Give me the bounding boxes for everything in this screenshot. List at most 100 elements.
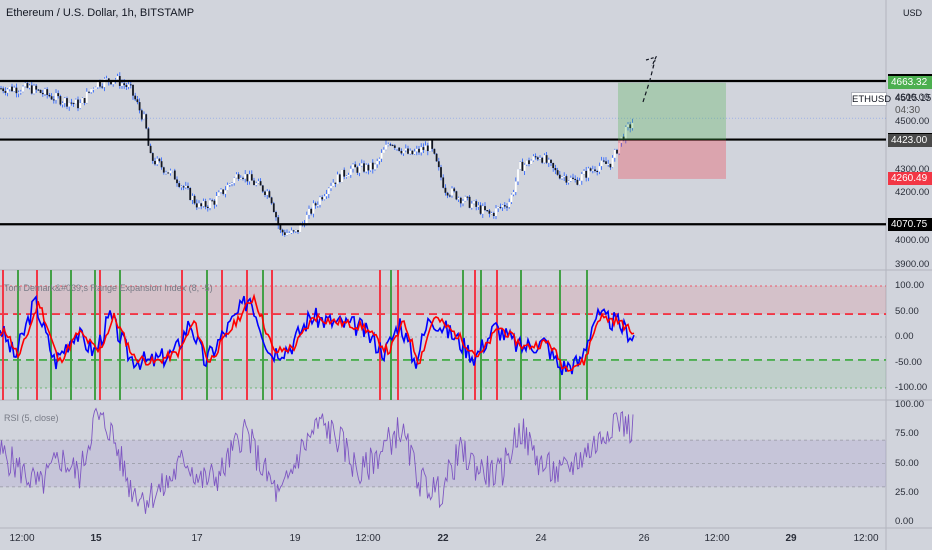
candle-body bbox=[116, 76, 119, 80]
candle-body bbox=[488, 210, 491, 214]
candle-body bbox=[226, 184, 229, 191]
candle-body bbox=[572, 177, 574, 179]
candle-body bbox=[184, 185, 187, 188]
candle-body bbox=[101, 86, 104, 88]
rsi-axis-tick: 100.00 bbox=[895, 399, 925, 410]
candle-body bbox=[37, 89, 40, 91]
candle-body bbox=[171, 170, 174, 172]
candle-body bbox=[162, 167, 165, 173]
candle-body bbox=[81, 98, 84, 104]
candle-body bbox=[415, 148, 418, 152]
candle-body bbox=[569, 177, 572, 182]
candle-body bbox=[334, 182, 337, 184]
candle-body bbox=[552, 162, 555, 169]
rei-axis-tick: 100.00 bbox=[895, 280, 925, 291]
candle-body bbox=[338, 174, 341, 182]
candle-body bbox=[19, 91, 22, 93]
candle-body bbox=[468, 196, 471, 208]
candle-body bbox=[259, 181, 262, 186]
candle-body bbox=[561, 176, 563, 179]
candle-body bbox=[490, 212, 493, 214]
candle-body bbox=[545, 155, 548, 163]
candle-body bbox=[319, 197, 321, 205]
candle-body bbox=[72, 103, 75, 105]
candle-body bbox=[255, 183, 258, 186]
candle-body bbox=[589, 168, 592, 171]
candle-body bbox=[378, 158, 381, 162]
candle-body bbox=[279, 225, 282, 230]
candle-body bbox=[297, 230, 299, 232]
candle-body bbox=[63, 98, 66, 104]
candle-body bbox=[385, 144, 387, 150]
candle-body bbox=[534, 156, 537, 158]
candle-body bbox=[191, 195, 194, 200]
candle-body bbox=[143, 114, 145, 120]
price-axis-tick: 4600.00 bbox=[895, 91, 930, 103]
time-axis-tick: 12:00 bbox=[355, 533, 381, 544]
candle-body bbox=[127, 84, 130, 87]
candle-body bbox=[407, 148, 409, 154]
candle-body bbox=[609, 163, 612, 168]
rei-indicator-label[interactable]: Tom Demark&#039;s Range Expansion Index … bbox=[4, 283, 213, 293]
candle-body bbox=[310, 208, 313, 214]
time-axis-tick: 17 bbox=[191, 533, 203, 544]
candle-body bbox=[294, 230, 297, 232]
candle-body bbox=[440, 167, 442, 178]
time-axis-tick: 12:00 bbox=[853, 533, 879, 544]
candle-body bbox=[59, 96, 62, 105]
candle-body bbox=[477, 205, 480, 207]
candle-body bbox=[286, 233, 288, 235]
candle-body bbox=[354, 164, 357, 168]
candle-body bbox=[74, 99, 77, 104]
candle-body bbox=[145, 114, 148, 129]
candle-body bbox=[290, 230, 293, 234]
candle-body bbox=[13, 87, 16, 92]
time-axis-tick: 15 bbox=[90, 533, 102, 544]
candle-body bbox=[433, 148, 436, 154]
candle-body bbox=[492, 212, 495, 217]
candle-body bbox=[248, 174, 251, 182]
candle-body bbox=[22, 86, 24, 92]
candle-body bbox=[437, 161, 440, 168]
candle-body bbox=[396, 147, 398, 149]
candle-body bbox=[466, 196, 469, 198]
candle-body bbox=[475, 201, 478, 207]
currency-label: USD bbox=[903, 8, 923, 18]
rsi-line bbox=[0, 407, 634, 514]
price-tag-stop: 4260.49 bbox=[888, 172, 932, 186]
candle-body bbox=[134, 95, 137, 100]
price-tag-support: 4070.75 bbox=[888, 217, 932, 231]
candle-body bbox=[233, 177, 236, 184]
projection-arrow bbox=[642, 59, 656, 103]
candle-body bbox=[180, 186, 183, 188]
candle-body bbox=[558, 174, 561, 179]
candle-body bbox=[277, 217, 280, 226]
rsi-indicator-label[interactable]: RSI (5, close) bbox=[4, 413, 59, 423]
rsi-axis-tick: 50.00 bbox=[895, 457, 919, 469]
candle-body bbox=[66, 98, 68, 107]
time-axis-tick: 22 bbox=[437, 533, 449, 544]
candle-body bbox=[539, 157, 541, 160]
rsi-axis-tick: 75.00 bbox=[895, 428, 919, 440]
projection-arrowhead bbox=[645, 56, 658, 67]
candle-body bbox=[363, 163, 365, 172]
candle-body bbox=[253, 180, 255, 186]
candle-body bbox=[176, 179, 178, 184]
candle-body bbox=[563, 176, 566, 178]
candle-body bbox=[497, 206, 500, 209]
candle-body bbox=[242, 177, 244, 179]
candle-body bbox=[178, 183, 181, 187]
candle-body bbox=[578, 180, 581, 185]
candle-body bbox=[70, 102, 73, 104]
candle-body bbox=[541, 157, 544, 163]
candle-body bbox=[121, 83, 123, 86]
candle-body bbox=[422, 147, 425, 150]
candle-body bbox=[33, 85, 35, 94]
rei-axis-tick: -50.00 bbox=[895, 356, 922, 368]
candle-body bbox=[374, 164, 376, 170]
candle-body bbox=[464, 196, 467, 201]
candle-body bbox=[182, 186, 185, 188]
candle-body bbox=[99, 81, 101, 87]
rsi-axis-tick: 25.00 bbox=[895, 486, 919, 498]
